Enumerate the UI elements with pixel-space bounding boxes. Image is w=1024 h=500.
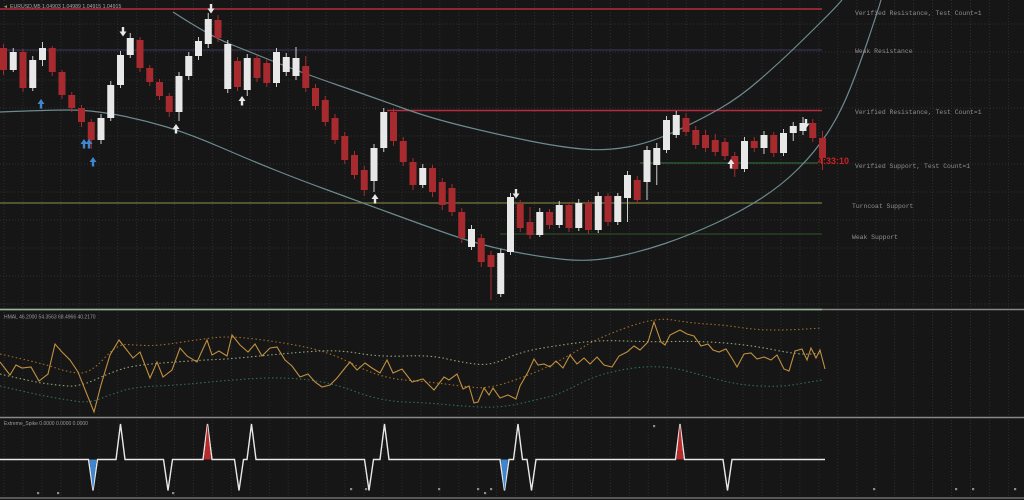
svg-text:HMAL 46.2000 54.3563 68.4966 4: HMAL 46.2000 54.3563 68.4966 40.2170 [4,315,96,321]
svg-text:◄: ◄ [3,4,8,10]
svg-text:Verified Support, Test Count=1: Verified Support, Test Count=1 [855,163,970,170]
svg-text:Verified Resistance, Test Coun: Verified Resistance, Test Count=1 [855,109,982,116]
svg-text:Weak Resistance: Weak Resistance [855,48,913,55]
svg-text:4:33:10: 4:33:10 [818,156,849,166]
svg-text:Turncoat Support: Turncoat Support [852,203,914,210]
svg-text:Weak Support: Weak Support [852,234,898,241]
svg-text:EURUSD,M5 1.04903 1.04989 1.0: EURUSD,M5 1.04903 1.04989 1.04915 1.0491… [10,4,121,10]
svg-text:Verified Resistance, Test Coun: Verified Resistance, Test Count=1 [855,10,982,17]
svg-text:Extreme_Spike 0.0000 0.0000 0.: Extreme_Spike 0.0000 0.0000 0.0000 [4,421,88,427]
